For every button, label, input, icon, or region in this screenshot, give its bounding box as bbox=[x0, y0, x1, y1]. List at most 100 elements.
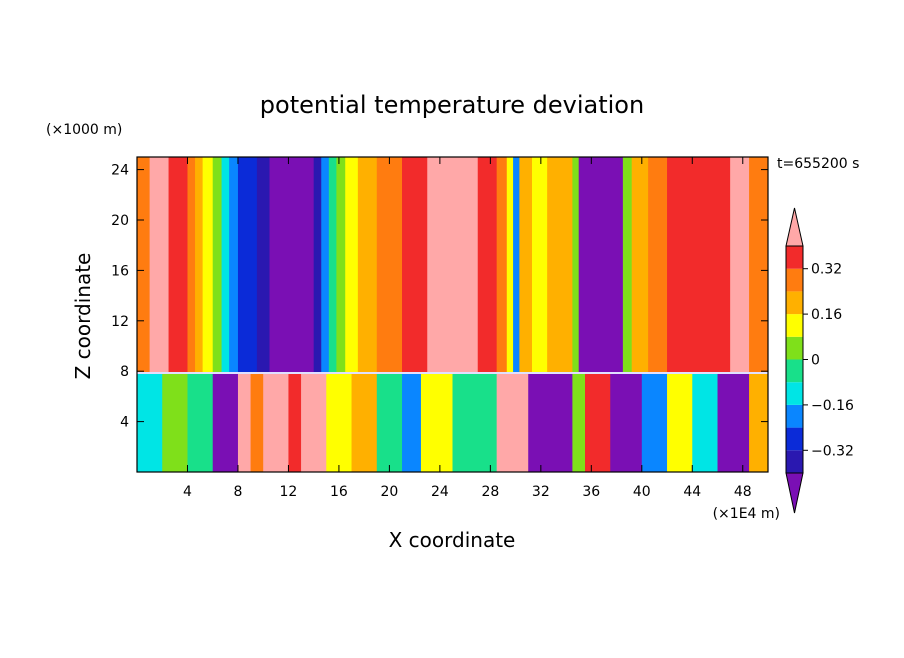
colorbar-tick-label: 0.16 bbox=[811, 307, 842, 323]
field-cell bbox=[237, 157, 258, 374]
field-cell bbox=[667, 157, 693, 374]
x-tick-label: 48 bbox=[734, 484, 752, 500]
field-cell bbox=[648, 157, 668, 374]
field-cell bbox=[402, 157, 428, 374]
x-tick-label: 36 bbox=[582, 484, 600, 500]
colorbar-band bbox=[786, 427, 803, 451]
field-cell bbox=[667, 373, 693, 472]
x-tick-label: 40 bbox=[633, 484, 651, 500]
field-cell bbox=[622, 157, 633, 374]
field-cell bbox=[250, 373, 264, 472]
field-cell bbox=[326, 373, 353, 472]
x-axis: 4 8 12 16 20 24 28 32 36 40 44 48 bbox=[183, 157, 752, 500]
colorbar-tick-label: 0.32 bbox=[811, 262, 842, 278]
field-cell bbox=[137, 157, 151, 374]
field-cell bbox=[212, 157, 223, 374]
colorbar-band bbox=[786, 450, 803, 473]
x-tick-label: 44 bbox=[683, 484, 701, 500]
field-cell bbox=[187, 157, 196, 374]
field-cell bbox=[212, 373, 239, 472]
field-cell bbox=[452, 373, 498, 472]
field-cell bbox=[256, 157, 271, 374]
field-cell bbox=[692, 373, 719, 472]
field-cell bbox=[578, 157, 624, 374]
field-cell bbox=[519, 157, 533, 374]
colorbar-band bbox=[786, 268, 803, 292]
field-cell bbox=[351, 373, 378, 472]
field-cell bbox=[730, 157, 750, 374]
field-cell bbox=[149, 157, 170, 374]
field-cell bbox=[513, 157, 520, 374]
field-cell bbox=[376, 157, 403, 374]
colorbar-band bbox=[786, 382, 803, 405]
colorbar-tick-label: −0.32 bbox=[811, 443, 854, 459]
x-tick-label: 12 bbox=[280, 484, 298, 500]
field-cell bbox=[345, 157, 359, 374]
x-tick-label: 4 bbox=[183, 484, 192, 500]
heatmap-field bbox=[137, 157, 768, 472]
field-cell bbox=[269, 157, 315, 374]
x-axis-label: X coordinate bbox=[389, 528, 516, 552]
field-cell bbox=[313, 157, 322, 374]
field-cell bbox=[402, 373, 422, 472]
y-axis-label: Z coordinate bbox=[71, 253, 95, 380]
field-cell bbox=[532, 157, 548, 374]
colorbar-under-triangle bbox=[785, 472, 804, 514]
x-unit-label: (×1E4 m) bbox=[713, 506, 780, 522]
field-cell bbox=[328, 157, 337, 374]
y-tick-label: 4 bbox=[120, 415, 129, 431]
field-cell bbox=[496, 157, 508, 374]
y-unit-label: (×1000 m) bbox=[46, 122, 122, 138]
field-cell bbox=[506, 157, 514, 374]
colorbar: 0.32 0.16 0 −0.16 −0.32 bbox=[785, 207, 854, 514]
colorbar-band bbox=[786, 314, 803, 337]
field-cell bbox=[202, 157, 214, 374]
field-cell bbox=[357, 157, 378, 374]
colorbar-band bbox=[786, 246, 803, 269]
field-cell bbox=[301, 373, 327, 472]
colorbar-tick-label: −0.16 bbox=[811, 398, 854, 414]
field-cell bbox=[749, 157, 768, 374]
field-cell bbox=[528, 373, 573, 472]
field-cell bbox=[137, 373, 163, 472]
y-axis: 4 8 12 16 20 24 bbox=[111, 163, 768, 431]
field-cell bbox=[168, 157, 188, 374]
field-cell bbox=[162, 373, 188, 472]
field-cell bbox=[229, 157, 239, 374]
field-cell bbox=[321, 157, 330, 374]
colorbar-band bbox=[786, 336, 803, 360]
x-tick-label: 24 bbox=[431, 484, 449, 500]
field-cell bbox=[420, 373, 453, 472]
field-cell bbox=[263, 373, 289, 472]
x-tick-label: 28 bbox=[481, 484, 499, 500]
field-cell bbox=[610, 373, 643, 472]
field-cell bbox=[195, 157, 204, 374]
y-tick-label: 12 bbox=[111, 314, 129, 330]
upper-layer bbox=[137, 157, 768, 374]
field-cell bbox=[336, 157, 346, 374]
y-tick-label: 8 bbox=[120, 364, 129, 380]
colorbar-band bbox=[786, 359, 803, 383]
field-cell bbox=[641, 373, 668, 472]
field-cell bbox=[237, 373, 252, 472]
field-cell bbox=[221, 157, 230, 374]
y-tick-label: 24 bbox=[111, 163, 129, 179]
field-cell bbox=[288, 373, 302, 472]
lower-layer bbox=[137, 373, 768, 472]
x-tick-label: 32 bbox=[532, 484, 550, 500]
plot-frame bbox=[136, 156, 769, 473]
field-cell bbox=[692, 157, 731, 374]
field-cell bbox=[572, 157, 580, 374]
colorbar-tick-label: 0 bbox=[811, 353, 820, 369]
y-tick-label: 20 bbox=[111, 213, 129, 229]
field-cell bbox=[376, 373, 403, 472]
field-cell bbox=[187, 373, 214, 472]
chart-title: potential temperature deviation bbox=[260, 91, 644, 119]
field-cell bbox=[496, 373, 529, 472]
x-tick-label: 20 bbox=[380, 484, 398, 500]
field-cell bbox=[631, 157, 649, 374]
colorbar-band bbox=[786, 404, 803, 428]
field-cell bbox=[717, 373, 750, 472]
field-cell bbox=[427, 157, 479, 374]
